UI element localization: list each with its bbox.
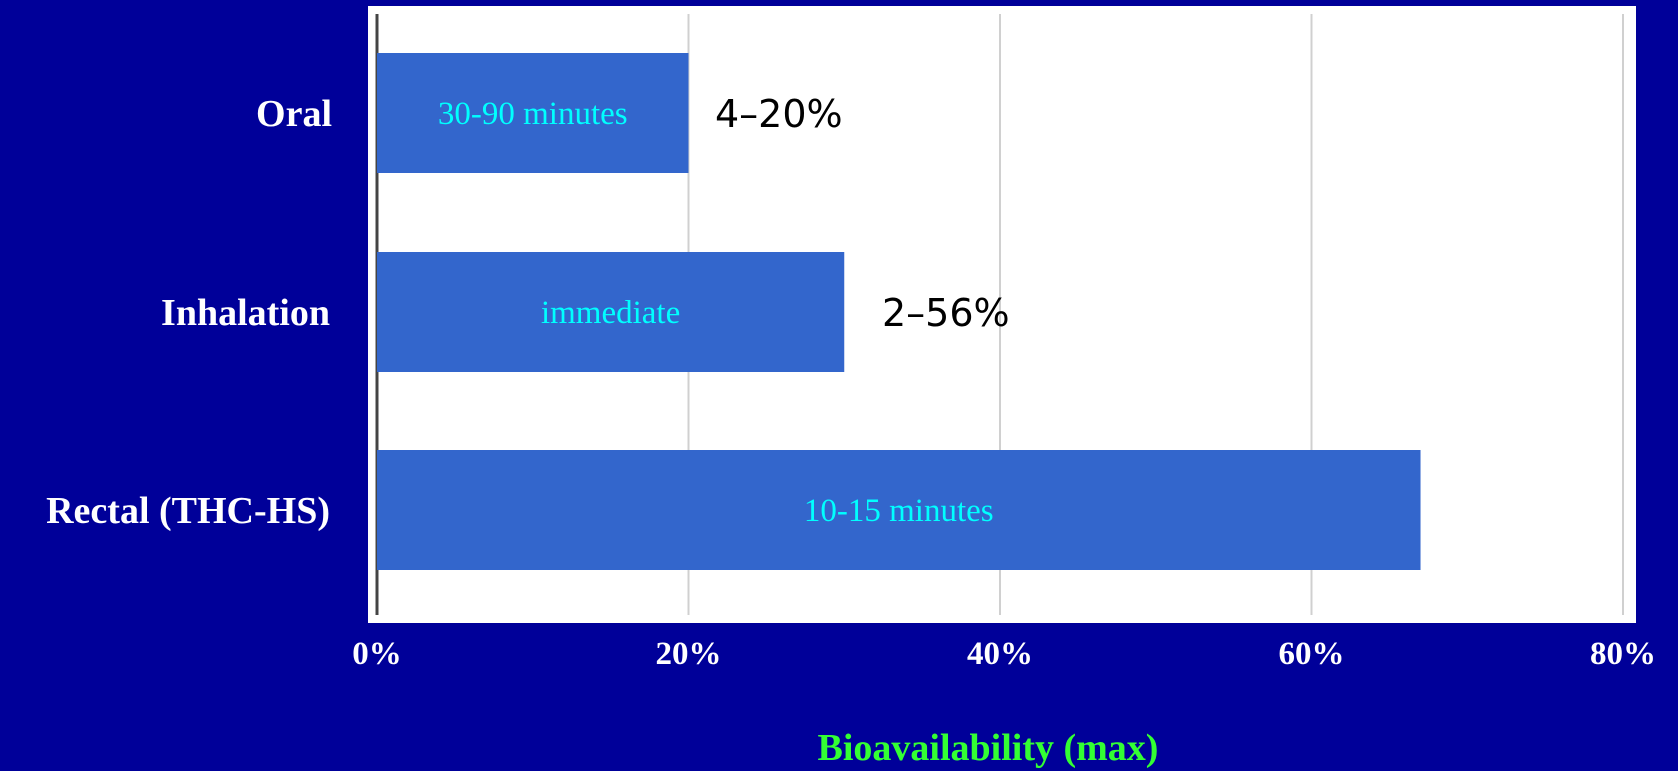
bar-inner-label: 30-90 minutes xyxy=(438,96,628,132)
x-axis-ticks: 0% 20% 40% 60% 80% xyxy=(352,636,1656,672)
x-tick-label: 20% xyxy=(656,636,722,672)
x-tick-label: 0% xyxy=(352,636,402,672)
category-label: Inhalation xyxy=(161,292,330,334)
x-axis-title: Bioavailability (max) xyxy=(818,727,1159,769)
bioavailability-range-label: 2–56% xyxy=(882,291,1010,335)
bar-inner-label: immediate xyxy=(541,295,680,331)
x-tick-label: 40% xyxy=(967,636,1033,672)
bioavailability-range-label: 4–20% xyxy=(715,92,843,136)
bar xyxy=(377,252,845,372)
x-tick-label: 80% xyxy=(1590,636,1656,672)
bars: 30-90 minutes Oral 4–20% immediate Inhalatio… xyxy=(46,53,1421,570)
bar-inner-label: 10-15 minutes xyxy=(804,493,994,529)
category-label: Oral xyxy=(256,93,332,135)
bar xyxy=(377,450,1421,570)
category-label: Rectal (THC-HS) xyxy=(46,490,330,532)
x-tick-label: 60% xyxy=(1279,636,1345,672)
bar xyxy=(377,53,689,173)
